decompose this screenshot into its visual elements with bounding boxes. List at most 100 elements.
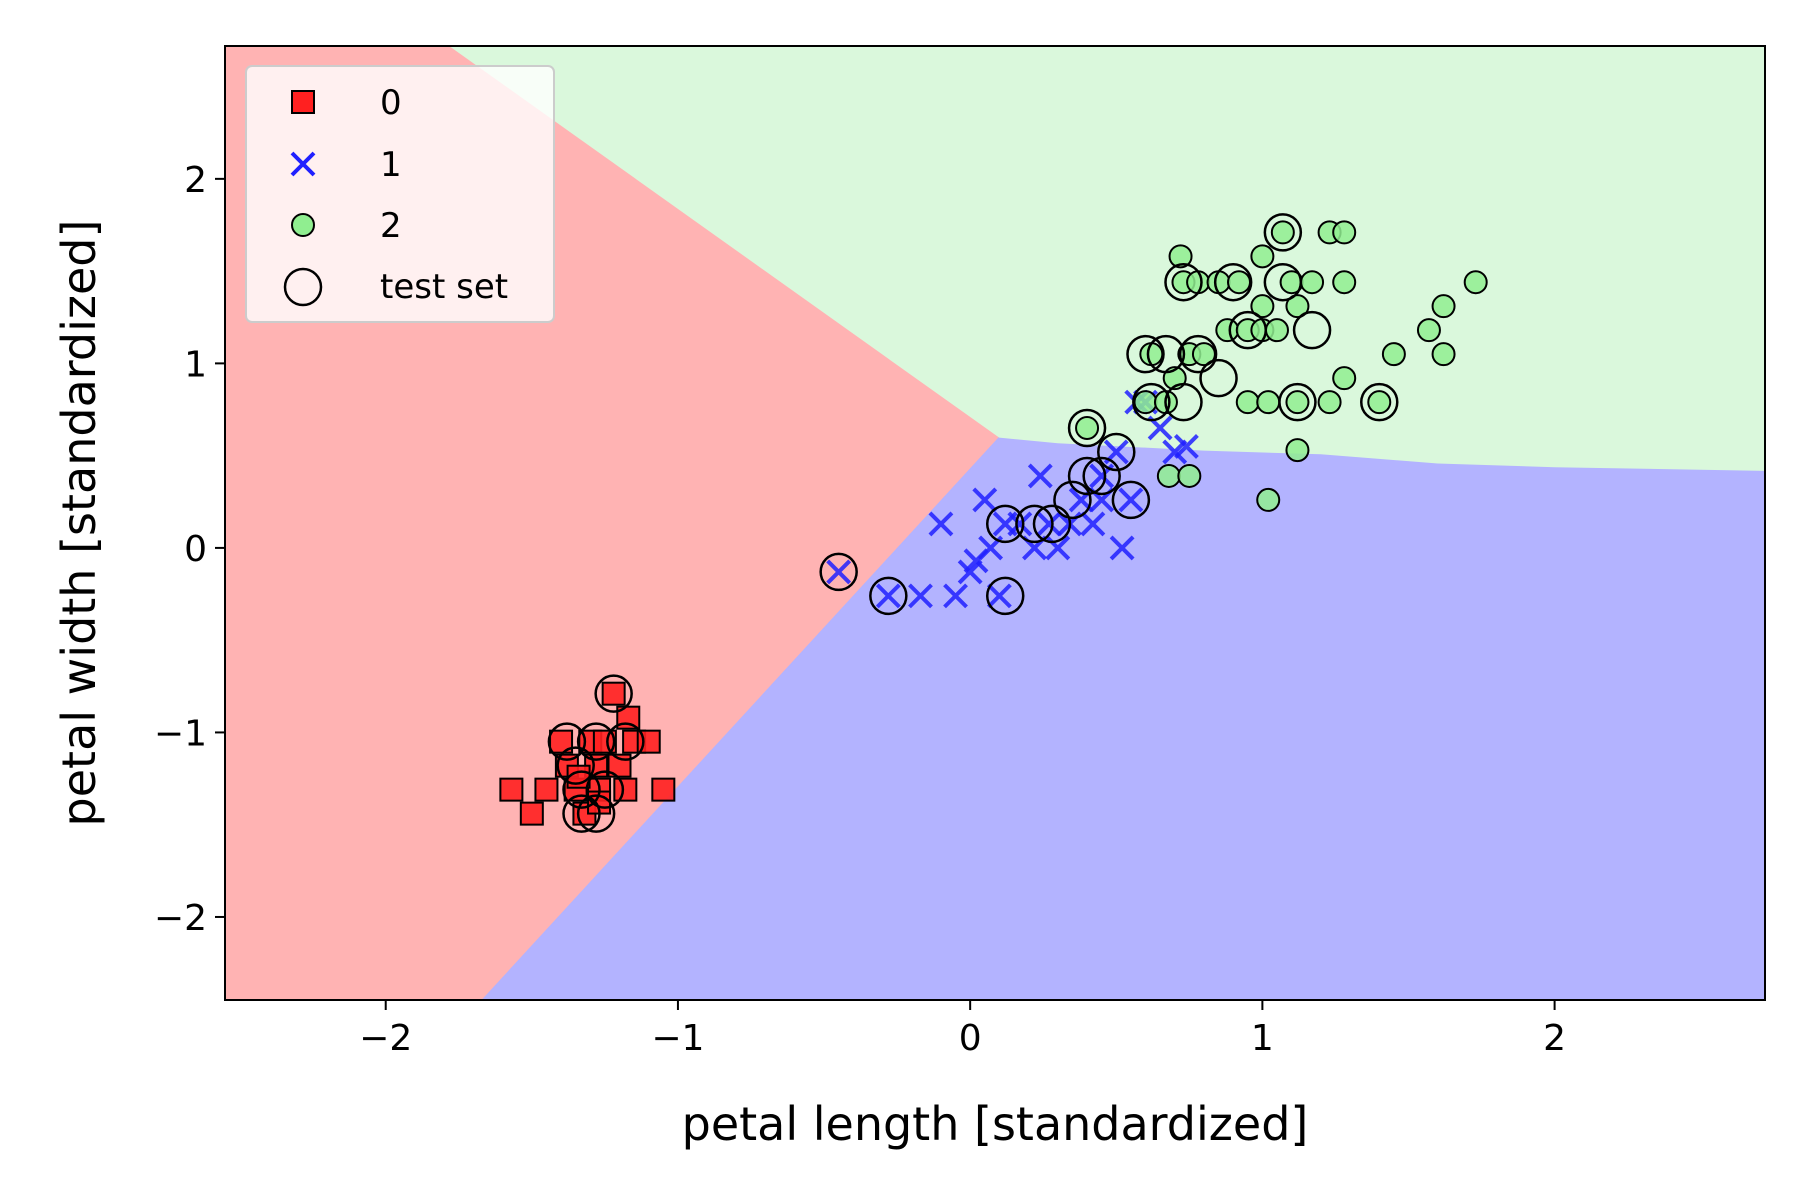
point-class-0 [613,777,638,802]
x-tick-label: 1 [1251,1018,1274,1059]
point-class-2 [1250,294,1275,319]
legend-item-test-set: test set [283,267,508,307]
plot-frame [224,45,1766,1001]
test-set-marker [606,722,645,761]
test-set-marker [1278,382,1317,422]
legend-marker-square [291,90,315,114]
point-class-2 [1206,270,1231,295]
test-set-marker [1199,358,1238,398]
legend-label: 0 [380,83,402,123]
point-class-1 [1027,463,1053,489]
x-tick-label: −1 [651,1018,704,1059]
point-class-0 [592,729,617,754]
test-set-marker [1263,262,1303,302]
point-class-0 [499,777,524,802]
point-class-2 [1285,390,1310,415]
point-class-2 [1285,294,1310,319]
legend-item-0: 0 [291,83,402,123]
test-set-marker [1178,334,1218,374]
point-class-0 [651,777,676,802]
test-set-marker [1228,310,1268,350]
test-set-marker [1263,213,1303,252]
test-set-marker [1015,504,1054,544]
x-axis-label: petal length [standardized] [682,1097,1309,1151]
x-tick-label: 2 [1543,1018,1566,1059]
test-set-marker [1067,456,1107,496]
point-class-2 [1250,244,1275,269]
point-class-0 [519,801,544,826]
point-class-2 [1332,220,1357,245]
legend-label: 1 [380,145,402,185]
legend-item-1: 1 [290,145,402,185]
test-set-marker [1213,262,1253,302]
test-set-marker [1097,432,1136,472]
y-tick-label: −2 [154,898,207,939]
legend-marker-x [290,151,316,177]
test-set-marker [562,770,601,809]
test-set-marker [562,794,601,833]
test-set-marker [1146,334,1186,374]
test-set-marker [1067,408,1107,448]
point-class-2 [1168,244,1193,269]
point-class-1 [1007,511,1033,537]
point-class-2 [1332,366,1357,391]
point-class-1 [1045,535,1071,561]
test-set-marker [1292,310,1332,350]
point-class-2 [1367,390,1392,415]
x-tick-label: 0 [959,1018,982,1059]
point-class-2 [1177,463,1202,488]
point-class-2 [1256,487,1281,512]
point-class-2 [1332,270,1357,295]
point-class-2 [1264,318,1289,343]
test-set-marker [576,722,616,761]
point-class-1 [928,511,954,537]
legend: 0 1 2 test set [245,65,555,323]
legend-box [245,65,555,323]
point-class-1 [875,583,901,609]
point-class-0 [601,681,626,706]
point-class-2 [1431,294,1456,319]
legend-marker-open-circle [283,267,323,307]
y-tick-label: 2 [184,160,207,201]
test-set-marker [1132,382,1171,422]
point-class-1 [1173,434,1199,459]
point-class-1 [986,583,1012,609]
point-class-1 [826,559,852,585]
point-class-2 [1381,342,1406,367]
point-class-1 [1118,487,1144,513]
legend-item-2: 2 [291,206,402,246]
test-set-marker [819,552,858,592]
point-class-2 [1075,415,1100,440]
point-class-2 [1133,390,1158,415]
test-set-marker [1126,334,1165,374]
legend-marker-circle [291,213,315,237]
test-set-markers [547,213,1399,833]
test-set-marker [585,770,625,809]
x-tick-label: −2 [359,1018,412,1059]
test-set-marker [985,576,1025,616]
point-class-2 [1227,270,1252,295]
test-set-marker [985,504,1025,544]
region-class-2 [449,46,1765,471]
point-class-2 [1235,390,1260,415]
y-tick-label: −1 [154,713,207,754]
test-set-marker [1111,480,1151,520]
y-tick-label: 0 [184,529,207,570]
test-set-marker [1032,504,1072,544]
point-class-2 [1317,390,1342,415]
point-class-2 [1270,220,1295,245]
x-axis-ticks: −2 −1 0 1 2 [359,1000,1566,1059]
y-axis-label: petal width [standardized] [52,220,106,827]
point-class-2 [1139,342,1164,367]
point-class-2 [1285,438,1310,463]
point-class-2 [1215,318,1240,343]
point-class-2 [1431,342,1456,367]
point-class-1 [1109,535,1135,561]
point-class-1 [1036,511,1062,537]
test-set-marker [556,746,595,785]
point-class-2 [1416,318,1441,343]
test-set-marker [576,794,616,833]
test-set-marker [1164,262,1203,302]
y-tick-label: 1 [184,344,207,385]
